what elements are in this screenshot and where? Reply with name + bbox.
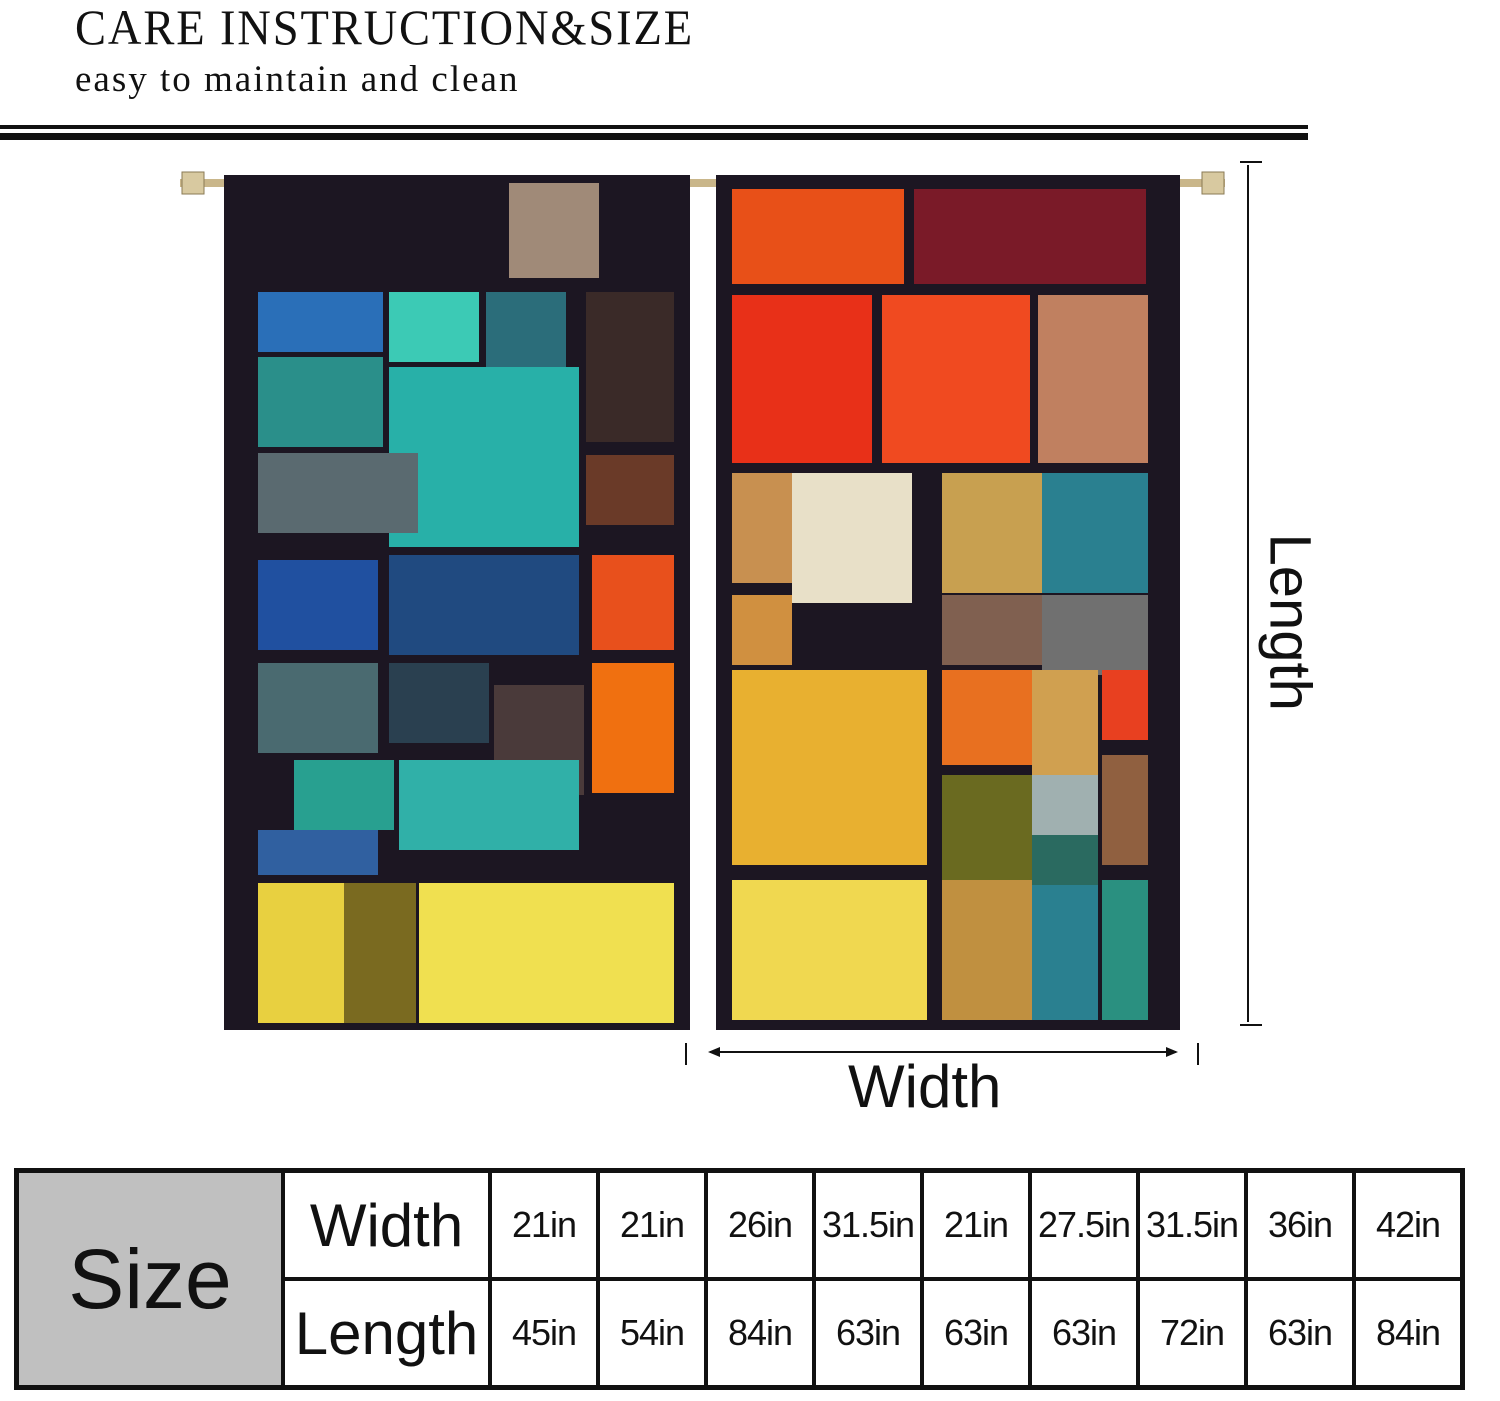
glass-pane [258, 357, 383, 447]
length-value: 63in [1028, 1277, 1140, 1390]
glass-pane [258, 292, 383, 352]
width-label: Width [848, 1053, 1002, 1120]
length-value: 84in [704, 1277, 816, 1390]
glass-pane [344, 883, 416, 1023]
glass-pane [1032, 775, 1098, 835]
glass-pane [1102, 880, 1148, 1020]
glass-pane [389, 663, 489, 743]
length-value: 54in [596, 1277, 708, 1390]
divider-thick [0, 133, 1308, 140]
glass-pane [1038, 295, 1148, 463]
glass-pane [732, 595, 792, 665]
width-value: 36in [1244, 1168, 1356, 1281]
glass-pane [1042, 473, 1148, 593]
glass-pane [732, 189, 904, 284]
curtain-rod [180, 171, 1225, 195]
width-value: 21in [920, 1168, 1032, 1281]
glass-pane [389, 555, 579, 655]
length-value: 72in [1136, 1277, 1248, 1390]
length-value: 45in [488, 1277, 600, 1390]
table-row-width: Size Width 21in 21in 26in 31.5in 21in 27… [14, 1168, 1465, 1390]
glass-pane [509, 183, 599, 278]
glass-pane [942, 670, 1032, 765]
width-value: 31.5in [812, 1168, 924, 1281]
row-label-length: Length [281, 1277, 492, 1390]
glass-pane [258, 453, 418, 533]
curtain-panel-left [224, 175, 690, 1030]
glass-pane [258, 830, 378, 875]
glass-pane [792, 473, 912, 603]
divider-thin [0, 125, 1308, 129]
length-value: 63in [1244, 1277, 1356, 1390]
glass-pane [942, 473, 1042, 593]
glass-pane [258, 560, 378, 650]
glass-pane [1032, 885, 1098, 1020]
length-value: 63in [812, 1277, 924, 1390]
glass-pane [1042, 595, 1148, 675]
width-value: 42in [1352, 1168, 1465, 1281]
width-value: 21in [488, 1168, 600, 1281]
glass-pane [592, 663, 674, 793]
glass-pane [1032, 835, 1098, 885]
glass-pane [389, 292, 479, 362]
length-label: Length [1257, 533, 1323, 711]
glass-pane [732, 295, 872, 463]
glass-pane [882, 295, 1030, 463]
glass-pane [258, 663, 378, 753]
glass-pane [914, 189, 1146, 284]
length-dimension-arrow [1240, 161, 1262, 1026]
length-value: 63in [920, 1277, 1032, 1390]
size-heading-cell: Size [14, 1168, 285, 1390]
glass-pane [389, 367, 579, 547]
page-title: CARE INSTRUCTION&SIZE [75, 0, 695, 55]
glass-pane [732, 670, 927, 865]
glass-pane [592, 555, 674, 650]
size-table: Size Width 21in 21in 26in 31.5in 21in 27… [14, 1168, 1465, 1390]
glass-pane [942, 775, 1032, 895]
glass-pane [419, 883, 674, 1023]
table-row-length: Length 45in 54in 84in 63in 63in 63in 72i… [17, 1277, 1465, 1390]
width-value: 27.5in [1028, 1168, 1140, 1281]
width-value: 31.5in [1136, 1168, 1248, 1281]
row-label-width: Width [281, 1168, 492, 1281]
glass-pane [399, 760, 579, 850]
glass-pane [732, 473, 792, 583]
width-value: 21in [596, 1168, 708, 1281]
glass-pane [1102, 670, 1148, 740]
glass-pane [942, 595, 1042, 665]
glass-pane [586, 292, 674, 442]
curtain-illustration [180, 161, 1262, 1065]
glass-pane [586, 455, 674, 525]
page-subtitle: easy to maintain and clean [75, 59, 520, 100]
glass-pane [1032, 670, 1098, 780]
glass-pane [294, 760, 394, 830]
glass-pane [942, 880, 1032, 1020]
width-dimension-arrow [685, 1043, 1199, 1065]
width-value: 26in [704, 1168, 816, 1281]
glass-pane [732, 880, 927, 1020]
curtain-panel-right [716, 175, 1180, 1030]
glass-pane [1102, 755, 1148, 865]
length-value: 84in [1352, 1277, 1465, 1390]
